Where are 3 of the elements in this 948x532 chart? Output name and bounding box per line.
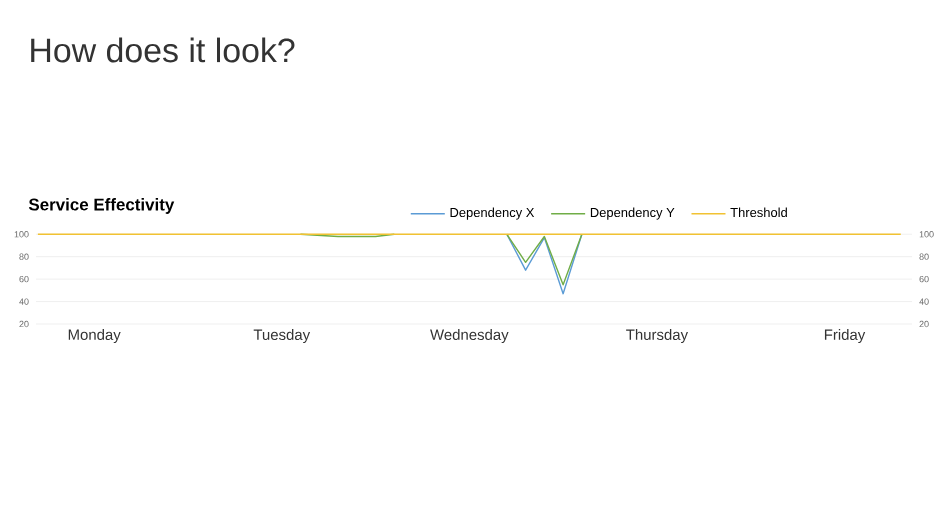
line-series [506,233,583,295]
chart-title: How does it look? [31,37,295,63]
chart-subtitle: Service Effectivity [28,198,175,214]
